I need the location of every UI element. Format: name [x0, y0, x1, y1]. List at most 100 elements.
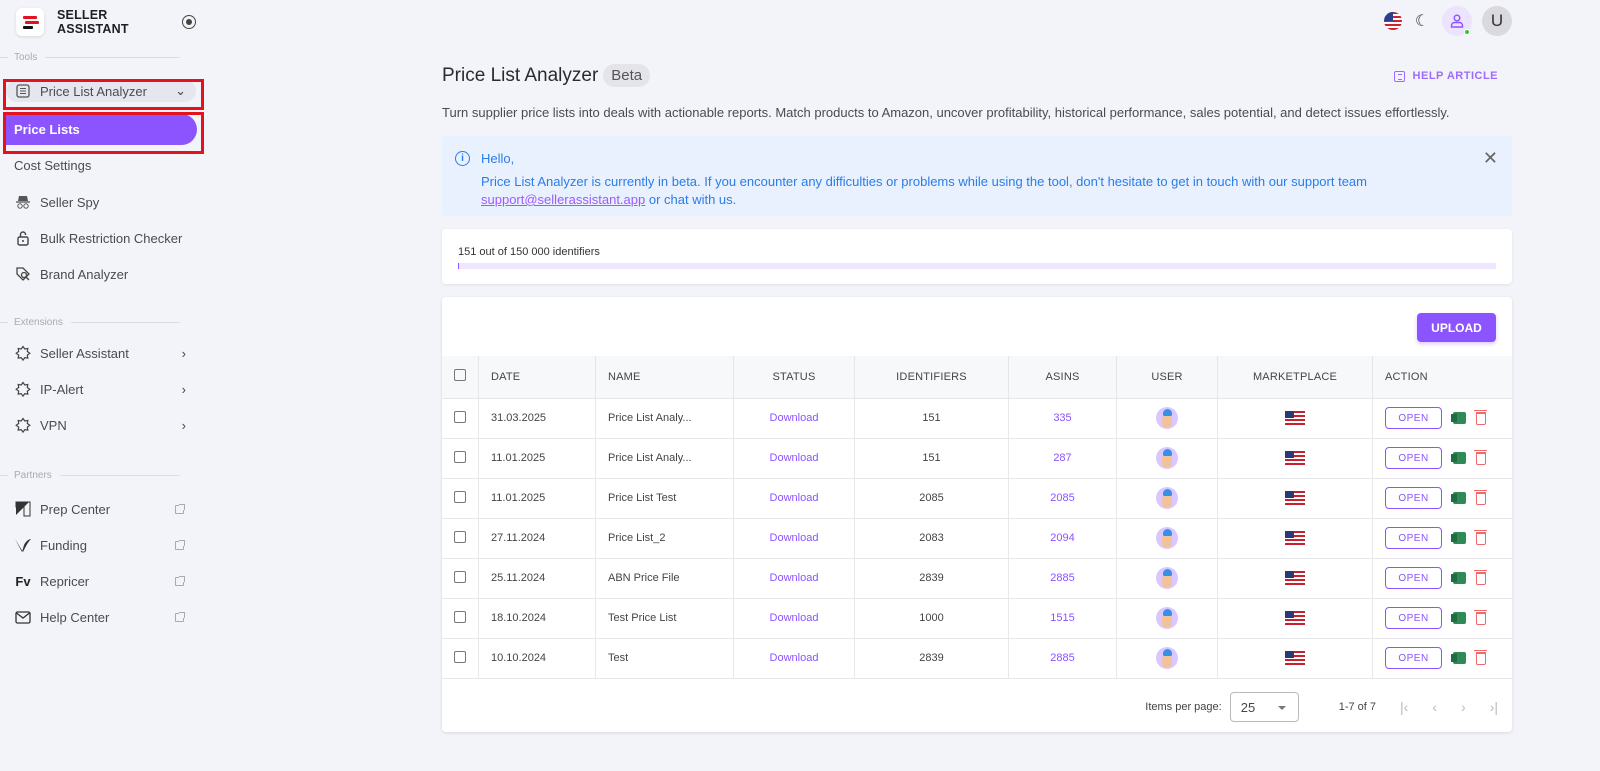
close-icon[interactable]: ✕ [1482, 148, 1498, 168]
row-checkbox[interactable] [454, 610, 466, 623]
prev-page-icon[interactable]: ‹ [1432, 699, 1438, 715]
user-avatar [1156, 407, 1178, 429]
delete-trash-icon[interactable] [1474, 409, 1487, 425]
last-page-icon[interactable]: ›| [1489, 699, 1498, 715]
delete-trash-icon[interactable] [1474, 489, 1487, 505]
chevron-right-icon: › [181, 381, 186, 397]
download-link[interactable]: Download [769, 412, 819, 424]
delete-trash-icon[interactable] [1474, 609, 1487, 625]
marketplace-cell [1217, 598, 1373, 639]
asins-cell: 335 [1008, 398, 1117, 439]
funding-logo-icon [14, 536, 32, 554]
col-name[interactable]: NAME [595, 356, 734, 399]
name-cell: Test [595, 638, 734, 679]
user-cell [1116, 478, 1218, 519]
date-cell: 31.03.2025 [478, 398, 596, 439]
open-button[interactable]: OPEN [1385, 487, 1442, 509]
sidebar-item-prep-center[interactable]: Prep Center [14, 496, 196, 522]
sidebar-item-ip-alert[interactable]: IP-Alert › [14, 376, 196, 402]
row-checkbox[interactable] [454, 650, 466, 663]
open-button[interactable]: OPEN [1385, 607, 1442, 629]
open-button[interactable]: OPEN [1385, 407, 1442, 429]
sidebar-item-seller-assistant-ext[interactable]: Seller Assistant › [14, 340, 196, 366]
download-link[interactable]: Download [769, 612, 819, 624]
sidebar-item-price-lists[interactable]: Price Lists [6, 114, 197, 145]
excel-export-icon[interactable] [1451, 492, 1466, 504]
open-button[interactable]: OPEN [1385, 647, 1442, 669]
row-select-cell [442, 438, 479, 479]
excel-export-icon[interactable] [1451, 532, 1466, 544]
col-date[interactable]: DATE [478, 356, 596, 399]
sidebar-collapse-icon[interactable] [182, 15, 196, 29]
download-link[interactable]: Download [769, 652, 819, 664]
sidebar-item-seller-spy[interactable]: Seller Spy [14, 189, 196, 215]
row-checkbox[interactable] [454, 570, 466, 583]
support-email-link[interactable]: support@sellerassistant.app [481, 192, 646, 207]
brand-name: SELLER ASSISTANT [57, 8, 129, 36]
external-link-icon [175, 503, 185, 514]
alert-message: Price List Analyzer is currently in beta… [481, 174, 1367, 207]
delete-trash-icon[interactable] [1474, 449, 1487, 465]
user-cell [1116, 438, 1218, 479]
identifiers-cell: 151 [854, 438, 1009, 479]
us-flag-icon [1285, 531, 1305, 545]
user-avatar [1156, 527, 1178, 549]
sidebar-item-help-center[interactable]: Help Center [14, 604, 196, 630]
sidebar-item-vpn[interactable]: VPN › [14, 412, 196, 438]
download-link[interactable]: Download [769, 452, 819, 464]
open-button[interactable]: OPEN [1385, 527, 1442, 549]
items-per-page-select[interactable]: 25 [1229, 692, 1299, 722]
asins-link[interactable]: 2885 [1050, 652, 1075, 664]
dark-mode-moon-icon[interactable]: ☾ [1414, 13, 1430, 30]
sidebar-item-price-list-analyzer[interactable]: Price List Analyzer ⌄ [6, 80, 196, 102]
download-link[interactable]: Download [769, 492, 819, 504]
excel-export-icon[interactable] [1451, 612, 1466, 624]
asins-link[interactable]: 335 [1053, 412, 1072, 424]
excel-export-icon[interactable] [1451, 572, 1466, 584]
excel-export-icon[interactable] [1451, 452, 1466, 464]
excel-export-icon[interactable] [1451, 412, 1466, 424]
sidebar-item-cost-settings[interactable]: Cost Settings [14, 157, 92, 173]
col-asins[interactable]: ASINS [1008, 356, 1117, 399]
download-link[interactable]: Download [769, 532, 819, 544]
sidebar-item-repricer[interactable]: Fv Repricer [14, 568, 196, 594]
quota-progress-bar [458, 263, 1496, 269]
asins-link[interactable]: 1515 [1050, 612, 1075, 624]
delete-trash-icon[interactable] [1474, 569, 1487, 585]
upload-button[interactable]: UPLOAD [1417, 313, 1496, 342]
col-identifiers[interactable]: IDENTIFIERS [854, 356, 1009, 399]
delete-trash-icon[interactable] [1474, 649, 1487, 665]
open-button[interactable]: OPEN [1385, 567, 1442, 589]
asins-link[interactable]: 2085 [1050, 492, 1075, 504]
first-page-icon[interactable]: |‹ [1400, 699, 1409, 715]
user-profile-button[interactable] [1442, 6, 1472, 36]
sidebar-item-funding[interactable]: Funding [14, 532, 196, 558]
row-checkbox[interactable] [454, 490, 466, 503]
delete-trash-icon[interactable] [1474, 529, 1487, 545]
row-select-cell [442, 518, 479, 559]
sidebar-item-brand-analyzer[interactable]: Brand Analyzer [14, 261, 196, 287]
asins-link[interactable]: 2885 [1050, 572, 1075, 584]
asins-link[interactable]: 2094 [1050, 532, 1075, 544]
row-checkbox[interactable] [454, 450, 466, 463]
avatar[interactable]: U [1482, 6, 1512, 36]
asins-link[interactable]: 287 [1053, 452, 1072, 464]
row-checkbox[interactable] [454, 530, 466, 543]
next-page-icon[interactable]: › [1461, 699, 1466, 715]
user-avatar [1156, 487, 1178, 509]
select-all-checkbox[interactable] [454, 369, 466, 382]
logo-icon[interactable] [16, 8, 44, 36]
sidebar: SELLER ASSISTANT Tools Price List Analyz… [0, 0, 205, 771]
user-cell [1116, 598, 1218, 639]
us-flag-language-icon[interactable] [1384, 12, 1402, 30]
sidebar-item-bulk-restriction-checker[interactable]: Bulk Restriction Checker [14, 225, 196, 251]
row-checkbox[interactable] [454, 410, 466, 423]
asins-cell: 2885 [1008, 558, 1117, 599]
open-button[interactable]: OPEN [1385, 447, 1442, 469]
excel-export-icon[interactable] [1451, 652, 1466, 664]
status-cell: Download [733, 398, 855, 439]
action-cell: OPEN [1372, 598, 1512, 639]
col-user: USER [1116, 356, 1218, 399]
help-article-link[interactable]: HELP ARTICLE [1393, 70, 1498, 82]
download-link[interactable]: Download [769, 572, 819, 584]
